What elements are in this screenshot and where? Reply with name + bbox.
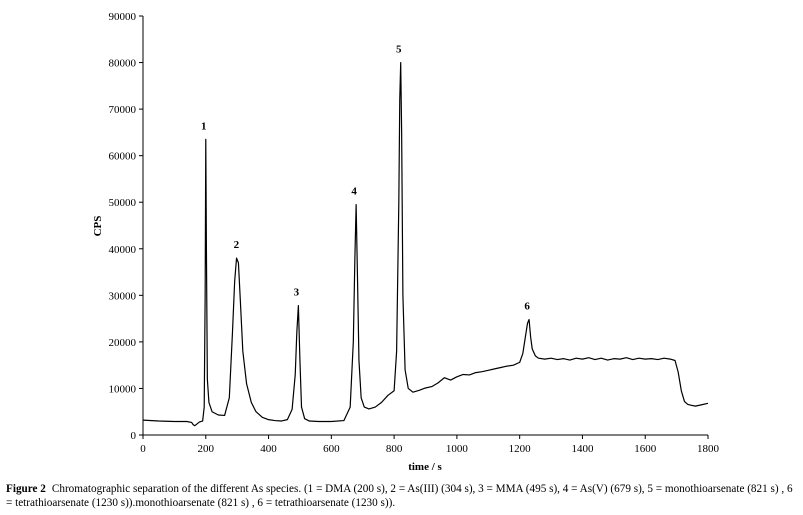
y-tick-label: 10000 [109,383,137,395]
x-tick-label: 200 [198,443,215,455]
x-tick-label: 1200 [509,443,532,455]
y-tick-label: 80000 [109,58,137,70]
y-tick-label: 50000 [109,197,137,209]
peak-label-6: 6 [524,301,530,313]
peak-label-2: 2 [234,239,240,251]
x-axis-title: time / s [408,461,442,473]
x-axis: 0 200 400 600 800 1000 1200 1400 1600 1800 [140,434,720,455]
peak-label-5: 5 [396,44,402,56]
x-tick-label: 1600 [634,443,657,455]
figure-label: Figure 2 [6,483,46,495]
caption-text: Chromatographic separation of the differ… [6,483,793,509]
y-tick-label: 60000 [109,151,137,163]
chromatogram-chart: 0100002000030000400005000060000700008000… [92,11,720,473]
y-axis-title: CPS [92,216,104,237]
x-tick-label: 600 [323,443,340,455]
x-tick-label: 1400 [571,443,594,455]
peak-labels: 1 2 3 4 5 6 [201,44,530,313]
peak-label-4: 4 [351,186,357,198]
y-tick-label: 90000 [109,11,137,23]
peak-label-3: 3 [294,287,300,299]
peak-label-1: 1 [201,120,207,132]
x-tick-label: 1800 [697,443,720,455]
y-tick-label: 40000 [109,244,137,256]
x-tick-label: 400 [260,443,277,455]
x-tick-label: 0 [140,443,146,455]
y-tick-label: 20000 [109,337,137,349]
y-tick-label: 30000 [109,290,137,302]
y-tick-label: 70000 [109,104,137,116]
y-axis: 0 10000 20000 30000 40000 50000 60000 70000 8000… [109,11,144,442]
x-tick-label: 800 [386,443,403,455]
x-tick-label: 1000 [446,443,469,455]
cps-series-line [142,61,709,427]
figure-caption: Figure 2 Chromatographic separation of th… [6,482,801,510]
y-tick-label: 0 [131,430,137,442]
